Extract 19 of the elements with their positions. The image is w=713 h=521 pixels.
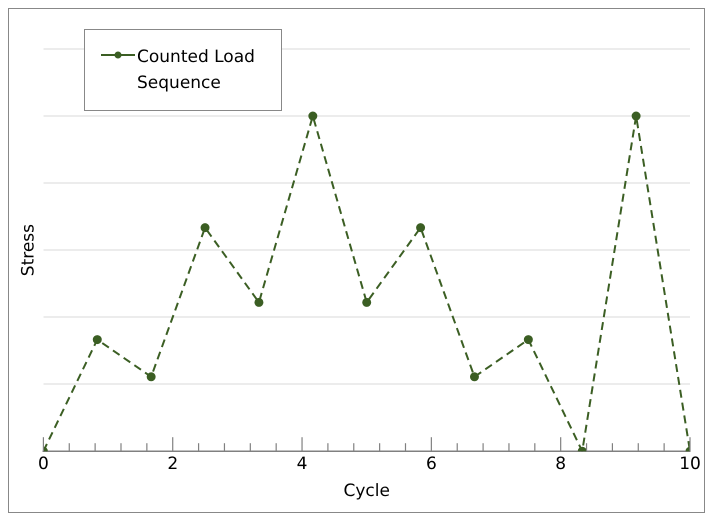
x-tick-label: 8 [555,454,566,474]
x-axis-title: Cycle [343,481,390,502]
x-tick-label: 10 [679,454,701,474]
point [632,112,641,121]
point [416,223,426,232]
x-tick-label: 2 [167,454,178,474]
point [524,335,533,344]
point [470,372,479,382]
point [146,372,156,382]
point [308,112,318,121]
legend-label: Counted Load Sequence [137,46,256,95]
point [362,298,372,307]
x-tick-label: 4 [296,454,308,474]
x-tick-label: 6 [426,454,437,474]
y-axis-title: Stress [18,224,39,276]
point [254,298,264,307]
x-tick-label: 0 [38,454,49,474]
point [92,335,102,344]
point [200,223,210,232]
